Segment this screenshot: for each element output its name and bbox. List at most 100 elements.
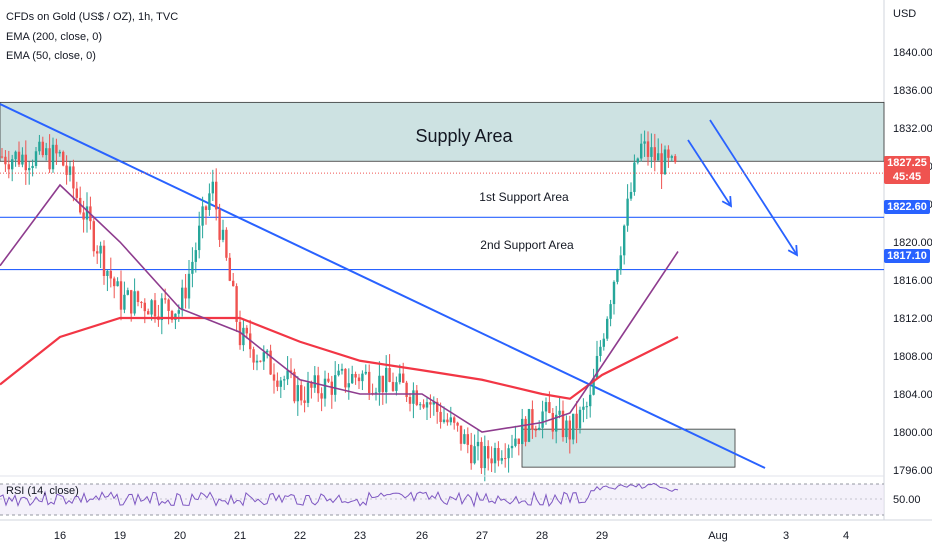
candle-body — [582, 406, 585, 410]
candle-body — [670, 156, 673, 158]
candle-body — [510, 445, 514, 449]
candle-body — [514, 438, 517, 446]
candle-body — [225, 229, 228, 258]
candle-body — [561, 410, 565, 438]
candle-body — [361, 373, 364, 382]
candle-body — [211, 181, 214, 194]
candle-body — [293, 371, 296, 402]
candle-body — [646, 141, 650, 157]
candle-body — [470, 444, 473, 464]
candle-body — [126, 290, 129, 295]
candle-body — [633, 162, 636, 192]
candle-body — [133, 291, 136, 314]
candle-body — [116, 281, 119, 287]
candle-body — [235, 286, 238, 322]
candle-body — [150, 300, 153, 315]
candle-body — [123, 294, 126, 310]
candle-body — [323, 378, 327, 399]
candle-body — [72, 166, 75, 189]
candle-body — [636, 158, 639, 163]
candle-body — [218, 209, 221, 240]
candle-body — [147, 311, 150, 315]
candle-body — [657, 153, 660, 161]
candle-body — [340, 368, 344, 371]
candle-body — [232, 280, 235, 287]
candle-body — [17, 151, 21, 165]
candle-body — [585, 406, 588, 408]
candle-body — [7, 164, 10, 170]
candle-body — [245, 327, 248, 334]
candle-body — [378, 375, 381, 393]
candle-body — [296, 385, 299, 402]
candle-body — [34, 151, 38, 166]
candle-body — [303, 400, 306, 403]
candle-body — [551, 412, 554, 432]
candle-body — [422, 404, 425, 408]
candle-body — [653, 147, 656, 161]
rsi-band — [0, 484, 884, 515]
candle-body — [572, 413, 575, 440]
x-tick-label: 21 — [234, 530, 246, 542]
candle-body — [24, 154, 27, 171]
last-price-badge: 1827.25 45:45 — [884, 156, 930, 184]
candle-body — [106, 270, 109, 276]
candle-body — [41, 141, 44, 156]
candle-body — [453, 417, 456, 423]
candle-body — [55, 144, 58, 154]
candle-body — [119, 281, 123, 310]
candle-body — [194, 250, 197, 262]
candle-body — [575, 413, 578, 429]
candle-body — [259, 360, 262, 362]
candle-body — [606, 318, 609, 339]
candle-body — [238, 321, 242, 346]
candle-body — [368, 371, 371, 394]
price-axis-panel — [884, 0, 932, 550]
candle-body — [58, 151, 61, 154]
projection-arrow-2 — [709, 119, 798, 256]
candle-body — [524, 418, 527, 442]
currency-label[interactable]: USD — [893, 8, 917, 20]
candle-body — [490, 458, 493, 464]
ema50-line — [0, 183, 679, 433]
candle-body — [85, 206, 89, 220]
candle-body — [500, 458, 503, 461]
candle-body — [463, 434, 466, 444]
candle-body — [289, 370, 293, 372]
ema200-line — [0, 316, 679, 400]
candle-body — [221, 229, 225, 240]
candle-body — [215, 181, 218, 210]
candle-body — [429, 402, 432, 405]
x-tick-label: 28 — [536, 530, 548, 542]
candle-body — [344, 368, 347, 388]
candle-body — [191, 261, 194, 274]
candle-body — [164, 298, 167, 300]
candle-body — [252, 349, 255, 363]
candle-body — [374, 392, 378, 394]
candle-body — [599, 346, 602, 356]
y-tick-label: 1800.00 — [893, 427, 932, 439]
candle-body — [602, 338, 605, 347]
candle-body — [405, 382, 408, 398]
candles — [0, 130, 677, 482]
candle-body — [667, 149, 670, 158]
last-price: 1827.25 — [887, 157, 927, 169]
x-tick-label: 22 — [294, 530, 306, 542]
candle-body — [364, 371, 367, 374]
candle-body — [527, 409, 531, 442]
candle-body — [351, 373, 354, 384]
candle-body — [589, 394, 592, 407]
candle-body — [187, 273, 191, 299]
candle-body — [419, 404, 422, 406]
candle-body — [31, 165, 34, 169]
candle-body — [425, 402, 429, 408]
candle-body — [184, 287, 187, 299]
bar-countdown: 45:45 — [892, 171, 922, 183]
candle-body — [531, 409, 534, 430]
candle-body — [497, 448, 500, 461]
candle-body — [592, 377, 595, 395]
candle-body — [330, 381, 333, 395]
y-tick-label: 1836.00 — [893, 85, 932, 97]
candle-body — [534, 429, 537, 431]
candle-body — [538, 427, 541, 430]
